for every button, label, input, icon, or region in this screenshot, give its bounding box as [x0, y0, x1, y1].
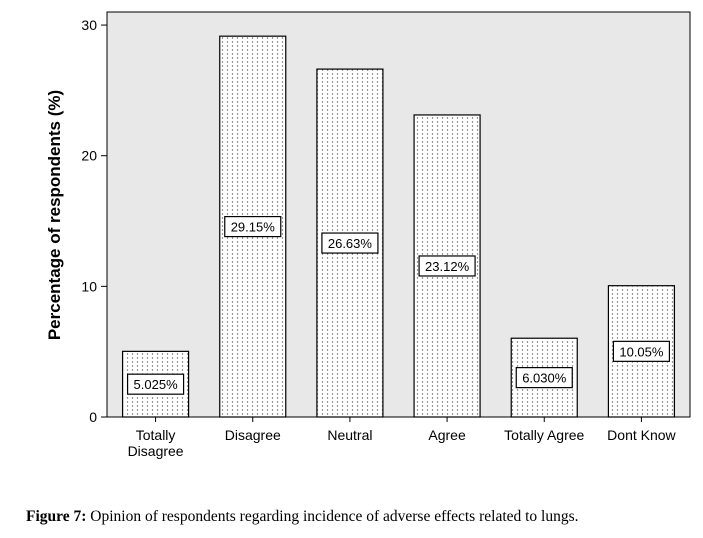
data-label-box [126, 373, 185, 395]
x-tick-label: Dont Know [607, 427, 676, 443]
bar-chart: 0 10 20 30 5.025% 29.15% 26.63% 23.12% 6.030% 10… [45, 11, 691, 459]
y-tick-label: 20 [81, 148, 97, 164]
data-label: 23.12% [425, 259, 470, 274]
y-axis-title: Percentage of respondents (%) [45, 90, 64, 340]
data-label: 10.05% [619, 344, 664, 359]
y-tick-label: 0 [89, 409, 97, 425]
x-tick-label: Disagree [225, 427, 281, 443]
data-label-box [418, 255, 476, 277]
data-label: 26.63% [328, 236, 373, 251]
x-tick-label: Totally [136, 427, 176, 443]
data-label-box [321, 232, 379, 254]
x-tick-label: Agree [428, 427, 466, 443]
y-axis: 0 10 20 30 [81, 17, 107, 425]
data-label: 29.15% [231, 220, 276, 235]
x-tick-label: Disagree [128, 443, 184, 459]
data-label-box [612, 340, 671, 362]
figure-caption-text: Opinion of respondents regarding inciden… [86, 508, 579, 525]
figure-caption-label: Figure 7: [26, 508, 87, 525]
figure-caption: Figure 7: Opinion of respondents regardi… [26, 508, 579, 526]
data-label-box [515, 367, 573, 389]
x-tick-label: Totally Agree [504, 427, 584, 443]
x-tick-label: Neutral [327, 427, 372, 443]
bars: 5.025% 29.15% 26.63% 23.12% 6.030% 10.05% [121, 35, 676, 418]
data-label-box [224, 215, 282, 238]
plot-area [106, 11, 691, 418]
data-label: 5.025% [134, 377, 179, 392]
y-tick-label: 30 [81, 17, 97, 33]
data-label: 6.030% [522, 371, 567, 386]
y-tick-label: 10 [81, 278, 97, 294]
